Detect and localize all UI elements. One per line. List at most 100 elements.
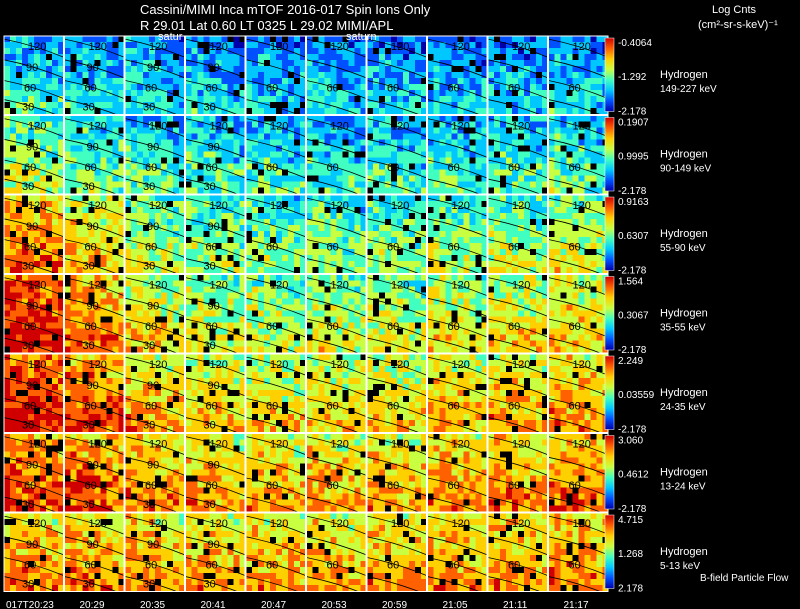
channel-energy: 24-35 keV: [660, 402, 706, 413]
inca-panel: 120 90 60 30: [185, 115, 246, 198]
contour-label: 60: [569, 321, 581, 333]
contour-label: 30: [83, 499, 95, 511]
time-tick-label: 20:47: [261, 600, 286, 609]
inca-panel: 120 60: [487, 512, 548, 595]
contour-label: 90: [87, 380, 99, 392]
contour-label: 30: [22, 261, 34, 273]
contour-label: 120: [210, 280, 228, 292]
channel-species: Hydrogen: [660, 69, 708, 81]
contour-label: 90: [26, 141, 38, 153]
contour-label: 120: [452, 439, 470, 451]
contour-label: 120: [391, 280, 409, 292]
colorbar: [604, 435, 615, 510]
inca-panel: 120 90 60 30: [185, 35, 246, 118]
contour-label: 60: [266, 162, 278, 174]
contour-label: 60: [206, 480, 218, 492]
inca-panel: 120 60: [306, 353, 367, 436]
contour-label: 60: [327, 559, 339, 571]
contour-label: 120: [452, 41, 470, 53]
inca-panel: 120 60: [306, 115, 367, 198]
inca-panel: 120 60: [245, 194, 306, 277]
inca-panel: 120 60: [366, 194, 427, 277]
contour-label: 120: [270, 41, 288, 53]
contour-label: 60: [206, 400, 218, 412]
contour-label: 120: [573, 439, 591, 451]
contour-label: 120: [331, 439, 349, 451]
contour-label: 30: [143, 579, 155, 591]
contour-label: 120: [149, 280, 167, 292]
contour-label: 60: [327, 82, 339, 94]
contour-label: 120: [331, 518, 349, 530]
contour-label: 120: [270, 121, 288, 133]
inca-panel: 120 60: [427, 353, 488, 436]
contour-label: 120: [89, 518, 107, 530]
colorbar-tick-cmin: -2.178: [618, 425, 647, 436]
colorbar-tick-cmax: 1.564: [618, 277, 643, 288]
colorbar-tick-cmax: 4.715: [618, 515, 643, 526]
contour-label: 120: [452, 518, 470, 530]
inca-panel: 120 60: [245, 115, 306, 198]
contour-label: 90: [87, 300, 99, 312]
contour-label: 30: [22, 340, 34, 352]
contour-label: 90: [87, 459, 99, 471]
contour-label: 120: [512, 280, 530, 292]
contour-label: 60: [145, 241, 157, 253]
inca-panel: 120 60: [245, 274, 306, 357]
contour-label: 30: [22, 102, 34, 114]
contour-label: 60: [387, 480, 399, 492]
inca-panel: 120 60: [306, 274, 367, 357]
contour-label: 120: [28, 200, 46, 212]
contour-label: 120: [89, 200, 107, 212]
inca-panel: 120 90 60 30: [185, 433, 246, 516]
contour-label: 60: [24, 400, 36, 412]
contour-label: 60: [569, 559, 581, 571]
inca-panel: 120 60: [487, 433, 548, 516]
contour-label: 60: [145, 162, 157, 174]
colorbar-tick-cmax: -0.4064: [618, 38, 652, 49]
time-tick-label: 21:17: [564, 600, 589, 609]
contour-label: 90: [26, 539, 38, 551]
contour-label: 120: [391, 359, 409, 371]
contour-label: 90: [87, 539, 99, 551]
time-tick-label: 20:53: [322, 600, 347, 609]
contour-label: 60: [24, 480, 36, 492]
inca-panel: 120 60: [306, 194, 367, 277]
contour-label: 30: [204, 261, 216, 273]
contour-label: 120: [331, 200, 349, 212]
contour-label: 60: [508, 480, 520, 492]
contour-label: 120: [391, 41, 409, 53]
contour-label: 120: [270, 359, 288, 371]
contour-label: 120: [28, 121, 46, 133]
contour-label: 120: [391, 121, 409, 133]
colorbar-tick-cmid: -1.292: [618, 72, 647, 83]
contour-label: 120: [452, 121, 470, 133]
contour-label: 120: [512, 41, 530, 53]
channel-energy: 90-149 keV: [660, 164, 711, 175]
colorbar-units-title: Log Cnts: [712, 4, 757, 16]
contour-label: 120: [512, 200, 530, 212]
contour-label: 120: [28, 518, 46, 530]
contour-label: 60: [266, 82, 278, 94]
contour-label: 90: [208, 62, 220, 74]
contour-label: 60: [448, 321, 460, 333]
inca-panel: 120 60: [487, 194, 548, 277]
inca-panel: 120 60: [306, 35, 367, 118]
contour-label: 60: [206, 241, 218, 253]
contour-label: 90: [87, 221, 99, 233]
contour-label: 90: [208, 141, 220, 153]
channel-species: Hydrogen: [660, 387, 708, 399]
contour-label: 60: [448, 82, 460, 94]
contour-label: 120: [210, 121, 228, 133]
contour-label: 60: [206, 321, 218, 333]
inca-panel: 120 90 60 30: [124, 194, 185, 277]
channel-species: Hydrogen: [660, 308, 708, 320]
inca-panel: 120 90 60 30: [185, 274, 246, 357]
contour-label: 90: [208, 300, 220, 312]
contour-label: 60: [206, 162, 218, 174]
contour-label: 30: [83, 102, 95, 114]
contour-label: 120: [573, 518, 591, 530]
contour-label: 60: [24, 321, 36, 333]
bfield-flow-legend: B-field Particle Flow: [700, 573, 789, 584]
inca-panel: 120 90 60 30: [3, 35, 64, 118]
contour-label: 60: [145, 400, 157, 412]
